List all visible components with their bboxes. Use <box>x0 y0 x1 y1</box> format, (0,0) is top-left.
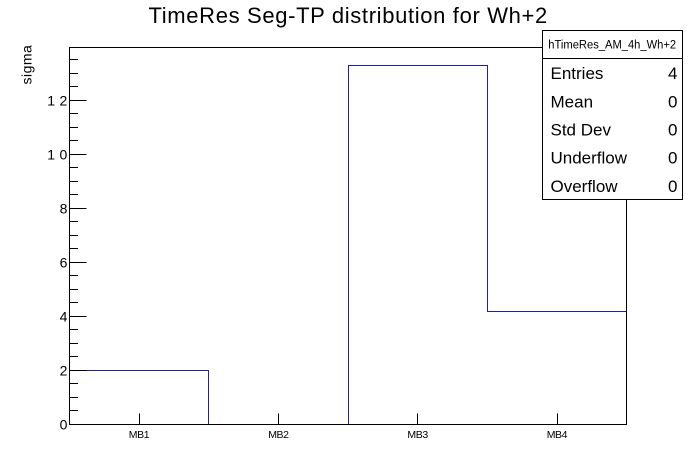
svg-text:Underflow: Underflow <box>551 149 628 168</box>
svg-text:MB4: MB4 <box>547 429 568 441</box>
svg-text:4: 4 <box>668 64 677 83</box>
svg-text:0: 0 <box>60 417 68 433</box>
svg-text:Overflow: Overflow <box>551 177 619 196</box>
svg-text:6: 6 <box>60 255 68 271</box>
svg-text:Mean: Mean <box>551 92 594 111</box>
svg-text:0: 0 <box>668 149 677 168</box>
svg-text:4: 4 <box>60 309 68 325</box>
svg-text:8: 8 <box>60 201 68 217</box>
svg-text:sigma: sigma <box>19 45 35 85</box>
svg-text:0: 0 <box>668 121 677 140</box>
svg-text:MB1: MB1 <box>129 429 150 441</box>
svg-text:Entries: Entries <box>551 64 604 83</box>
svg-text:Std Dev: Std Dev <box>551 121 612 140</box>
svg-text:MB3: MB3 <box>407 429 428 441</box>
svg-text:0: 0 <box>668 92 677 111</box>
svg-text:0: 0 <box>668 177 677 196</box>
svg-text:2: 2 <box>60 363 68 379</box>
svg-text:TimeRes Seg-TP distribution fo: TimeRes Seg-TP distribution for Wh+2 <box>149 3 548 28</box>
svg-text:hTimeRes_AM_4h_Wh+2: hTimeRes_AM_4h_Wh+2 <box>548 38 676 52</box>
svg-text:MB2: MB2 <box>268 429 289 441</box>
